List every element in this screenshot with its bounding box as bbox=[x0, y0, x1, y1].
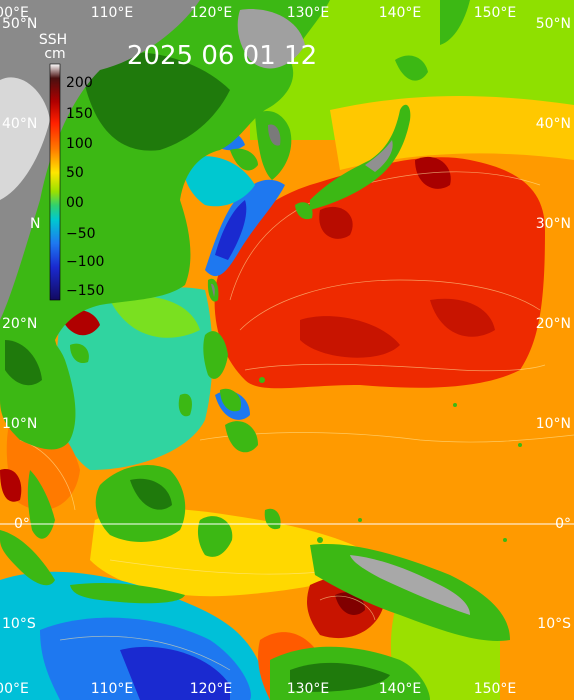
colorbar-tick-label: 150 bbox=[66, 106, 93, 122]
colorbar-tick-label: 100 bbox=[66, 136, 93, 152]
shandong bbox=[230, 148, 258, 171]
colorbar-tick-label: −150 bbox=[66, 283, 104, 299]
scs-green bbox=[110, 296, 200, 338]
colorbar-tick-label: 00 bbox=[66, 195, 84, 211]
sulawesi bbox=[197, 516, 233, 557]
java bbox=[70, 583, 185, 604]
ecs-cold-core bbox=[215, 200, 247, 260]
red-eddy-west bbox=[0, 469, 22, 502]
lon-labels-bottom: 00°E 110°E 120°E 130°E 140°E 150°E bbox=[0, 681, 516, 697]
borneo bbox=[95, 465, 186, 542]
lon-labels-top: 00°E 110°E 120°E 130°E 140°E 150°E bbox=[0, 5, 516, 21]
lon-label-bottom: 140°E bbox=[379, 681, 422, 697]
lon-label-top: 120°E bbox=[190, 5, 233, 21]
korea-mountains bbox=[268, 124, 281, 146]
southern-blue-core bbox=[120, 646, 230, 700]
lon-label-top: 130°E bbox=[287, 5, 330, 21]
borneo-dark bbox=[130, 478, 172, 510]
lat-label-left: N bbox=[30, 216, 40, 232]
lon-label-bottom: 00°E bbox=[0, 681, 29, 697]
yellow-sea bbox=[183, 156, 255, 207]
hainan bbox=[70, 343, 89, 364]
arafura-dark bbox=[335, 592, 365, 615]
map-title: 2025 06 01 12 bbox=[127, 41, 317, 71]
colorbar-title: SSH bbox=[39, 32, 67, 48]
lat-label-left: 0° bbox=[14, 516, 30, 532]
lat-label-left: 40°N bbox=[2, 116, 37, 132]
colorbar-tick-label: −100 bbox=[66, 254, 104, 270]
korean-peninsula bbox=[255, 110, 292, 180]
lat-label-left: 50°N bbox=[2, 16, 37, 32]
new-guinea bbox=[310, 544, 510, 641]
lon-label-bottom: 120°E bbox=[190, 681, 233, 697]
sakhalin-kuril bbox=[440, 0, 470, 45]
australia-dark bbox=[290, 662, 390, 692]
pacific-islands bbox=[259, 377, 522, 543]
lat-label-left: 10°S bbox=[2, 616, 36, 632]
lat-label-right: 10°S bbox=[537, 616, 571, 632]
lat-label-left: 20°N bbox=[2, 316, 37, 332]
lat-labels-left: 50°N 40°N N 20°N 10°N 0° 10°S bbox=[2, 16, 40, 632]
colorbar-tick-label: 50 bbox=[66, 165, 84, 181]
colorbar-tick-label: −50 bbox=[66, 226, 96, 242]
new-guinea-mountains bbox=[350, 555, 470, 615]
lat-label-right: 0° bbox=[555, 516, 571, 532]
taiwan-mountains bbox=[211, 283, 215, 297]
lon-label-top: 110°E bbox=[91, 5, 134, 21]
colorbar-ticks: 200 150 100 50 00 −50 −100 −150 bbox=[66, 75, 104, 299]
asia-mainland bbox=[0, 0, 330, 410]
colorbar-tick-label: 200 bbox=[66, 75, 93, 91]
lon-label-top: 140°E bbox=[379, 5, 422, 21]
northeast-mountains bbox=[237, 9, 305, 69]
colorbar-unit: cm bbox=[44, 46, 65, 62]
indochina-dark bbox=[5, 340, 42, 386]
lat-label-right: 40°N bbox=[536, 116, 571, 132]
palawan bbox=[178, 393, 192, 417]
colorbar: SSH cm 200 150 100 50 00 −50 −100 −150 bbox=[39, 32, 104, 301]
lat-label-right: 30°N bbox=[536, 216, 571, 232]
kyushu bbox=[295, 202, 313, 220]
asia-dark-green bbox=[80, 51, 230, 151]
lon-label-top: 00°E bbox=[0, 5, 29, 21]
lat-labels-right: 50°N 40°N 30°N 20°N 10°N 0° 10°S bbox=[536, 16, 571, 632]
lon-label-top: 150°E bbox=[474, 5, 517, 21]
luzon bbox=[203, 331, 228, 379]
warm-core-dark-4 bbox=[430, 298, 495, 337]
japan-mountains bbox=[365, 140, 393, 172]
lon-label-bottom: 150°E bbox=[474, 681, 517, 697]
lon-label-bottom: 110°E bbox=[91, 681, 134, 697]
lon-label-bottom: 130°E bbox=[287, 681, 330, 697]
japan-honshu bbox=[310, 104, 411, 210]
warm-core-dark-1 bbox=[319, 206, 353, 239]
lat-label-left: 10°N bbox=[2, 416, 37, 432]
japan-hokkaido bbox=[395, 55, 428, 81]
colorbar-bar bbox=[49, 63, 61, 301]
mindanao bbox=[225, 421, 258, 453]
malay-peninsula bbox=[27, 470, 55, 539]
sumatra bbox=[0, 530, 55, 586]
warm-core-dark-3 bbox=[300, 316, 400, 358]
lat-label-right: 10°N bbox=[536, 416, 571, 432]
lat-label-right: 20°N bbox=[536, 316, 571, 332]
tibet-high bbox=[0, 77, 50, 200]
lat-label-right: 50°N bbox=[536, 16, 571, 32]
visayas bbox=[220, 388, 241, 412]
